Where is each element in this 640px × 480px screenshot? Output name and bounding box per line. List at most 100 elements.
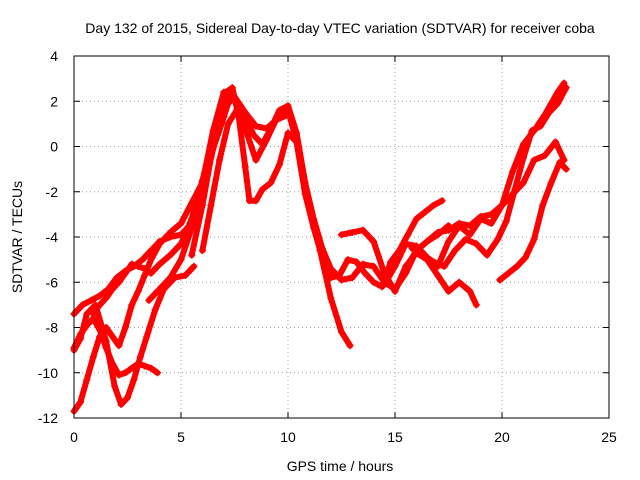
data-point [344,256,352,264]
data-point [141,362,149,370]
series-line [71,93,234,317]
data-point [545,109,553,117]
data-point [380,269,388,277]
data-point [466,222,474,230]
data-point [466,231,474,239]
data-point [216,118,224,126]
data-point [455,278,463,286]
data-point [147,256,155,264]
data-point [359,226,367,234]
data-point [547,179,555,187]
series-track-12 [408,84,570,270]
data-point [156,238,164,246]
data-point [141,271,149,279]
data-point [87,296,95,304]
data-point [136,353,144,361]
data-point [346,342,354,350]
data-point [361,269,369,277]
data-point [166,233,174,241]
data-point [79,301,87,309]
series-track-3 [70,262,198,408]
data-point [423,238,431,246]
data-point [408,244,416,252]
data-point [554,100,562,108]
data-point [166,274,174,282]
data-point [198,247,206,255]
data-point [188,224,196,232]
data-point [147,247,155,255]
data-point [519,179,527,187]
data-point [109,285,117,293]
data-point [359,260,367,268]
data-point [412,215,420,223]
data-point [562,84,570,92]
data-point [153,369,161,377]
y-tick-label: -8 [46,320,59,336]
data-point [102,294,110,302]
data-point [487,219,495,227]
data-point [509,167,517,175]
data-point [402,240,410,248]
x-tick-label: 10 [280,429,296,445]
y-tick-label: -6 [46,274,59,290]
data-point [252,122,260,130]
data-point [121,369,129,377]
data-point [177,256,185,264]
data-point [207,154,215,162]
data-point [556,158,564,166]
data-point [554,88,562,96]
y-axis-label: SDTVAR / TECUs [9,181,25,293]
data-point [228,84,236,92]
data-point [348,228,356,236]
data-point [434,228,442,236]
data-point [494,235,502,243]
data-point [338,328,345,336]
x-tick-label: 5 [177,429,185,445]
data-point [466,287,474,295]
data-point [258,185,266,193]
data-point [89,353,97,361]
data-point [462,235,470,243]
data-point [528,127,536,135]
data-point [143,333,151,341]
data-point [181,271,189,279]
data-point [440,262,448,270]
data-point [522,253,530,261]
data-point [284,129,292,137]
x-tick-label: 20 [494,429,510,445]
data-point [141,265,149,273]
data-point [76,398,84,406]
data-point [89,310,97,318]
y-tick-label: 0 [50,139,58,155]
data-point [111,382,119,390]
data-point [117,400,125,408]
data-point [513,262,521,270]
data-point [115,342,123,350]
data-point [391,262,399,270]
data-point [267,179,275,187]
x-tick-label: 25 [601,429,617,445]
data-point [511,185,519,193]
data-point [156,285,164,293]
data-point [445,226,452,234]
data-point [147,269,155,277]
data-point [445,238,452,246]
data-point [115,278,123,286]
data-point [438,197,446,205]
series-track-13 [496,158,570,284]
data-point [327,294,335,302]
data-point [419,251,427,259]
data-point [402,265,410,273]
data-point [121,269,129,277]
data-point [327,265,335,273]
data-point [96,292,104,300]
data-point [539,201,547,209]
y-tick-label: 4 [50,48,58,64]
y-tick-label: -10 [38,365,58,381]
data-point [530,156,538,164]
data-point [224,120,232,128]
data-point [207,201,215,209]
data-point [537,122,545,130]
data-point [477,213,485,221]
